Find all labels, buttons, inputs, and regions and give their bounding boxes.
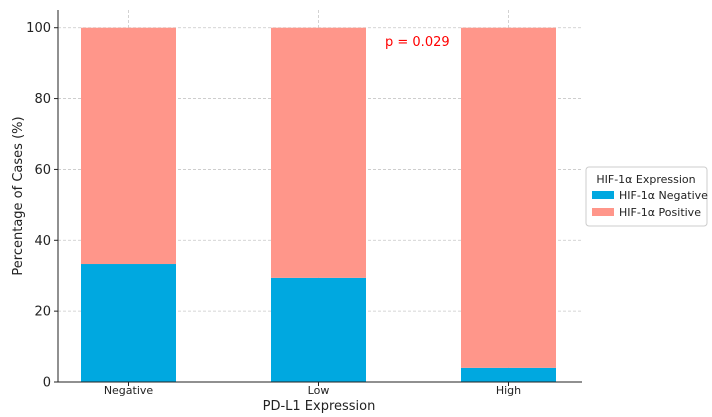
bar-hif-positive <box>461 27 556 368</box>
legend-entry-label: HIF-1α Negative <box>619 189 708 202</box>
y-tick-label: 40 <box>34 234 51 249</box>
bar-hif-negative <box>461 367 556 382</box>
axes <box>57 10 582 383</box>
y-tick-label: 100 <box>26 21 51 36</box>
legend-entry-label: HIF-1α Positive <box>619 206 701 219</box>
legend-title: HIF-1α Expression <box>596 173 695 186</box>
bar-hif-positive <box>81 27 176 265</box>
legend-swatch <box>592 191 614 199</box>
bars <box>81 27 556 382</box>
legend-box <box>585 166 708 227</box>
y-tick-label: 60 <box>34 163 51 178</box>
ticks: 0 20 40 60 80 100 Negative Low High <box>26 21 521 397</box>
x-tick-label: Negative <box>104 384 154 397</box>
x-axis-label: PD-L1 Expression <box>263 399 376 414</box>
bar-hif-positive <box>271 27 366 278</box>
y-axis-label: Percentage of Cases (%) <box>11 116 26 275</box>
legend: HIF-1α Expression HIF-1α Negative HIF-1α … <box>585 166 708 227</box>
bar-hif-negative <box>271 277 366 382</box>
bar-hif-negative <box>81 264 176 382</box>
p-value-annotation: p = 0.029 <box>385 35 450 50</box>
x-tick-label: High <box>496 384 521 397</box>
legend-swatch <box>592 208 614 216</box>
x-tick-label: Low <box>308 384 330 397</box>
y-tick-label: 0 <box>43 376 51 391</box>
y-tick-label: 20 <box>34 305 51 320</box>
y-tick-label: 80 <box>34 92 51 107</box>
